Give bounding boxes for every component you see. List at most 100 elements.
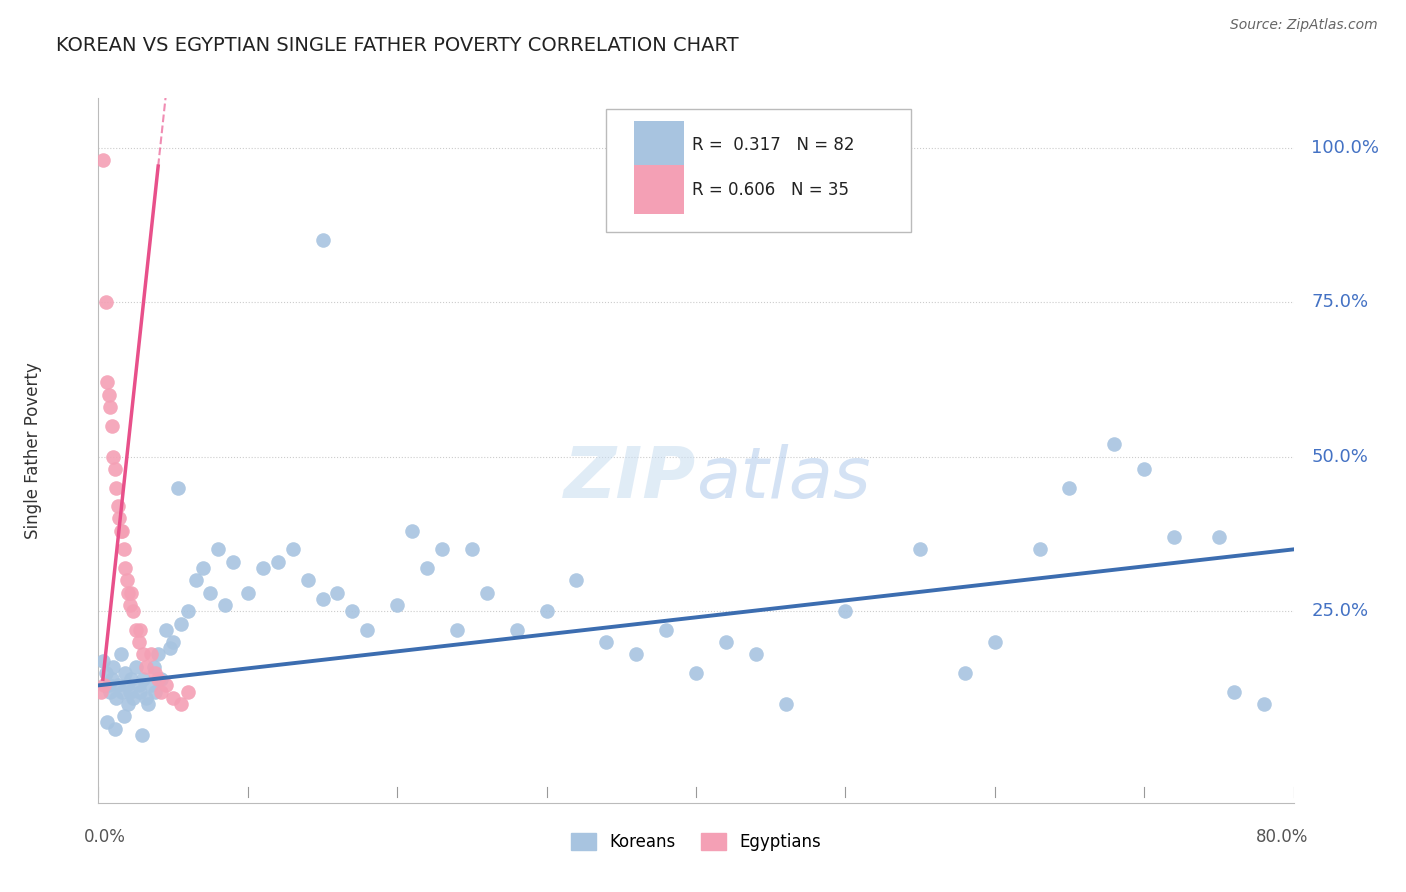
Point (169, 616, 191, 631)
Point (114, 665, 136, 680)
Point (104, 462, 127, 476)
Point (128, 678, 150, 692)
Point (162, 690, 184, 705)
Point (143, 665, 166, 680)
Point (96, 715, 118, 730)
Text: Source: ZipAtlas.com: Source: ZipAtlas.com (1230, 18, 1378, 32)
Point (125, 660, 148, 674)
Point (1059, 481, 1081, 495)
Point (115, 678, 138, 692)
Point (1133, 462, 1156, 476)
Point (461, 542, 484, 557)
Point (139, 678, 162, 692)
Point (97, 388, 120, 402)
Point (121, 604, 143, 618)
Point (834, 604, 856, 618)
Point (252, 561, 274, 575)
Point (94, 295, 117, 310)
Point (184, 574, 207, 588)
Point (103, 450, 125, 464)
Point (191, 561, 214, 575)
Point (117, 585, 139, 599)
Point (177, 684, 200, 698)
Point (166, 481, 188, 495)
Point (128, 635, 150, 649)
Point (150, 684, 173, 698)
Point (297, 574, 319, 588)
Point (236, 585, 259, 599)
Point (112, 542, 135, 557)
Point (430, 542, 453, 557)
Point (446, 623, 468, 637)
Point (105, 481, 128, 495)
Point (112, 709, 135, 723)
Point (101, 672, 124, 686)
Point (125, 623, 148, 637)
Point (121, 690, 143, 705)
Text: KOREAN VS EGYPTIAN SINGLE FATHER POVERTY CORRELATION CHART: KOREAN VS EGYPTIAN SINGLE FATHER POVERTY… (56, 36, 740, 54)
Point (94, 665, 117, 680)
Point (132, 672, 155, 686)
Text: 80.0%: 80.0% (1256, 828, 1309, 846)
Point (311, 233, 333, 247)
Point (169, 697, 191, 711)
Legend: Koreans, Egyptians: Koreans, Egyptians (564, 826, 828, 858)
Point (129, 684, 152, 698)
Point (120, 585, 142, 599)
Point (222, 555, 245, 569)
FancyBboxPatch shape (606, 109, 911, 232)
Point (114, 561, 136, 575)
Point (908, 542, 931, 557)
Point (104, 722, 127, 736)
Point (103, 660, 125, 674)
FancyBboxPatch shape (634, 120, 685, 170)
Point (135, 690, 157, 705)
Point (129, 623, 152, 637)
Point (159, 641, 181, 656)
Point (506, 623, 529, 637)
Point (685, 665, 707, 680)
Point (214, 598, 236, 612)
Point (91, 153, 114, 167)
Text: R = 0.606   N = 35: R = 0.606 N = 35 (692, 181, 849, 199)
Point (132, 648, 155, 662)
Point (565, 574, 588, 588)
Point (177, 604, 200, 618)
Point (101, 418, 124, 433)
Point (953, 665, 976, 680)
Point (108, 511, 131, 525)
Point (111, 524, 134, 538)
Point (98, 684, 122, 698)
Point (714, 635, 737, 649)
Point (110, 524, 132, 538)
Point (120, 672, 142, 686)
Point (745, 648, 768, 662)
Point (90, 684, 112, 698)
Text: 50.0%: 50.0% (1312, 448, 1368, 466)
Point (984, 635, 1007, 649)
Point (148, 648, 170, 662)
Point (98, 400, 122, 414)
Point (96, 376, 118, 390)
Point (775, 697, 797, 711)
Text: 25.0%: 25.0% (1312, 602, 1368, 620)
Point (139, 648, 162, 662)
Point (111, 684, 134, 698)
Point (267, 555, 290, 569)
Text: Single Father Poverty: Single Father Poverty (24, 362, 42, 539)
Point (401, 524, 423, 538)
Point (475, 585, 498, 599)
Point (655, 623, 678, 637)
Point (626, 648, 648, 662)
Point (207, 542, 229, 557)
Point (1163, 530, 1185, 544)
Text: atlas: atlas (696, 444, 870, 513)
Point (1104, 437, 1126, 451)
Point (326, 585, 349, 599)
Point (1253, 697, 1275, 711)
Point (97, 678, 120, 692)
Point (93, 678, 115, 692)
Point (150, 672, 173, 686)
Point (143, 684, 166, 698)
Point (105, 690, 128, 705)
